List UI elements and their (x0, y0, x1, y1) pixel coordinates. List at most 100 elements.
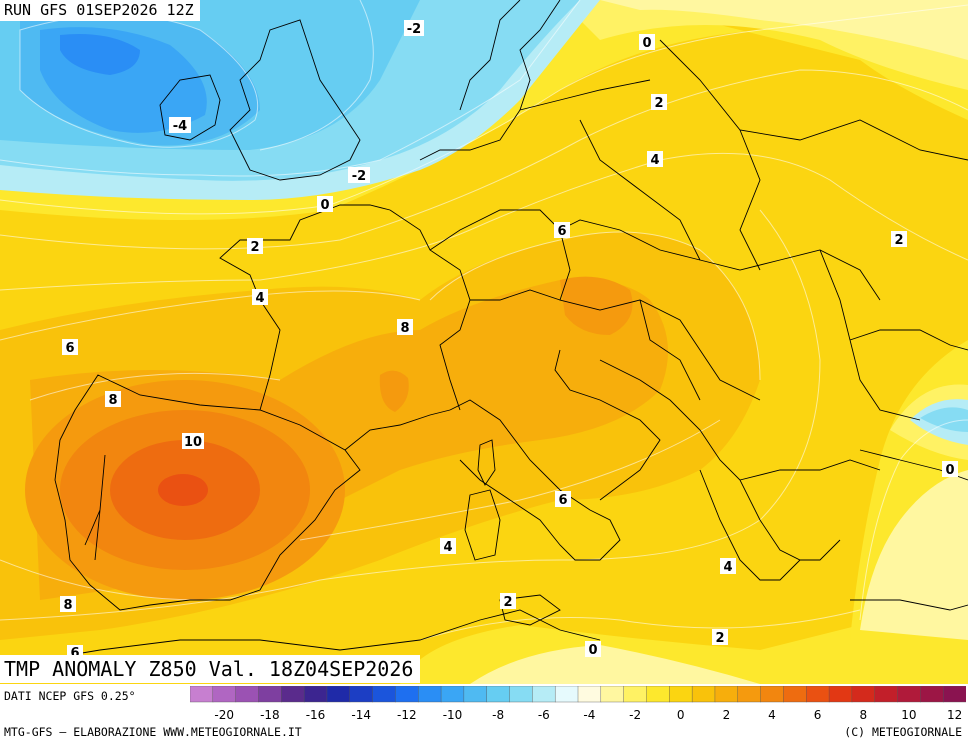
contour-label: 6 (555, 491, 571, 508)
colorbar-swatch (828, 686, 853, 703)
contour-label: 4 (252, 289, 268, 306)
temperature-anomaly-map: -2 0 2 -4 -2 0 2 4 6 2 4 8 6 8 10 6 4 0 … (0, 0, 968, 684)
svg-text:4: 4 (650, 153, 659, 168)
contour-label: 2 (500, 593, 516, 610)
contour-label: 4 (440, 538, 456, 555)
colorbar-swatch (737, 686, 762, 703)
colorbar-swatch (897, 686, 921, 703)
colorbar-swatch (623, 686, 647, 703)
colorbar-tick-label: 8 (859, 708, 867, 722)
colorbar-swatch (303, 686, 328, 703)
colorbar-swatch (349, 686, 374, 703)
colorbar-swatch (920, 686, 944, 703)
contour-label: 6 (554, 222, 570, 239)
colorbar-tick-label: -14 (351, 708, 371, 722)
contour-label: 8 (397, 319, 413, 336)
credit-right: (C) METEOGIORNALE (844, 725, 962, 739)
svg-text:-2: -2 (407, 22, 421, 37)
colorbar-swatch (418, 686, 442, 703)
colorbar-swatch (509, 686, 533, 703)
svg-text:0: 0 (320, 198, 329, 213)
svg-text:0: 0 (642, 36, 651, 51)
colorbar-tick-label: 6 (814, 708, 822, 722)
colorbar-swatch (235, 686, 259, 703)
svg-text:6: 6 (70, 646, 79, 661)
svg-text:2: 2 (503, 595, 512, 610)
colorbar-swatch (258, 686, 282, 703)
svg-text:6: 6 (65, 341, 74, 356)
contour-label: 2 (891, 231, 907, 248)
contour-label: 6 (62, 339, 78, 356)
colorbar-tick-label: -6 (538, 708, 550, 722)
data-source-label: DATI NCEP GFS 0.25° (4, 689, 136, 703)
svg-text:2: 2 (250, 240, 259, 255)
svg-text:2: 2 (894, 233, 903, 248)
contour-label: 0 (942, 461, 958, 478)
colorbar-tick-label: 0 (677, 708, 685, 722)
svg-text:10: 10 (184, 435, 202, 450)
svg-text:-2: -2 (352, 169, 366, 184)
svg-text:2: 2 (715, 631, 724, 646)
contour-label: 0 (317, 196, 333, 213)
svg-text:4: 4 (723, 560, 732, 575)
colorbar-swatch (554, 686, 579, 703)
contour-label: 10 (182, 433, 204, 450)
colorbar-swatch (212, 686, 237, 703)
colorbar-swatch (281, 686, 305, 703)
svg-text:0: 0 (945, 463, 954, 478)
svg-text:8: 8 (400, 321, 409, 336)
contour-label: -2 (348, 167, 370, 184)
contour-label: -4 (169, 117, 191, 134)
colorbar-tick-label: -12 (397, 708, 417, 722)
colorbar-swatch (440, 686, 465, 703)
colorbar-swatch (577, 686, 602, 703)
colorbar-swatch (600, 686, 625, 703)
contour-label: 2 (247, 238, 263, 255)
svg-text:0: 0 (588, 643, 597, 658)
colorbar-tick-label: 12 (947, 708, 962, 722)
colorbar-tick-label: 2 (723, 708, 731, 722)
colorbar-tick-label: -10 (443, 708, 463, 722)
contour-label: 2 (651, 94, 667, 111)
contour-label: 8 (60, 596, 76, 613)
colorbar-swatch (646, 686, 670, 703)
contour-label: -2 (404, 20, 424, 37)
colorbar-swatch (942, 686, 966, 703)
contour-label: 0 (585, 641, 601, 658)
contour-label: 6 (67, 645, 83, 661)
credit-left: MTG-GFS – ELABORAZIONE WWW.METEOGIORNALE… (4, 725, 302, 739)
contour-label: 4 (647, 151, 663, 168)
colorbar-swatch (326, 686, 351, 703)
svg-text:8: 8 (108, 393, 117, 408)
contour-label: 8 (105, 391, 121, 408)
svg-text:4: 4 (443, 540, 452, 555)
colorbar-tick-label: -20 (214, 708, 234, 722)
svg-text:6: 6 (558, 493, 567, 508)
colorbar-legend: -20-18-16-14-12-10-8-6-4-202468101214161… (190, 686, 966, 722)
colorbar-swatch (714, 686, 739, 703)
contour-label: 4 (720, 558, 736, 575)
svg-text:2: 2 (654, 96, 663, 111)
colorbar-swatch (874, 686, 899, 703)
colorbar-swatch (372, 686, 396, 703)
colorbar-swatch (806, 686, 830, 703)
colorbar-tick-label: 4 (768, 708, 776, 722)
colorbar-swatch (463, 686, 488, 703)
colorbar-swatch (691, 686, 716, 703)
svg-text:6: 6 (557, 224, 566, 239)
product-title: TMP ANOMALY Z850 Val. 18Z04SEP2026 (0, 655, 421, 683)
contour-label: 0 (639, 34, 655, 51)
svg-text:-4: -4 (173, 119, 187, 134)
colorbar-swatch (851, 686, 876, 703)
svg-text:4: 4 (255, 291, 264, 306)
contour-label: 2 (712, 629, 728, 646)
colorbar-tick-label: -2 (629, 708, 641, 722)
colorbar-tick-label: -18 (260, 708, 280, 722)
colorbar-swatch (669, 686, 693, 703)
colorbar-swatch (486, 686, 511, 703)
colorbar-swatch (395, 686, 419, 703)
colorbar-tick-label: 10 (901, 708, 916, 722)
colorbar-swatch (190, 686, 214, 703)
colorbar-swatch (532, 686, 556, 703)
colorbar-swatch (783, 686, 807, 703)
